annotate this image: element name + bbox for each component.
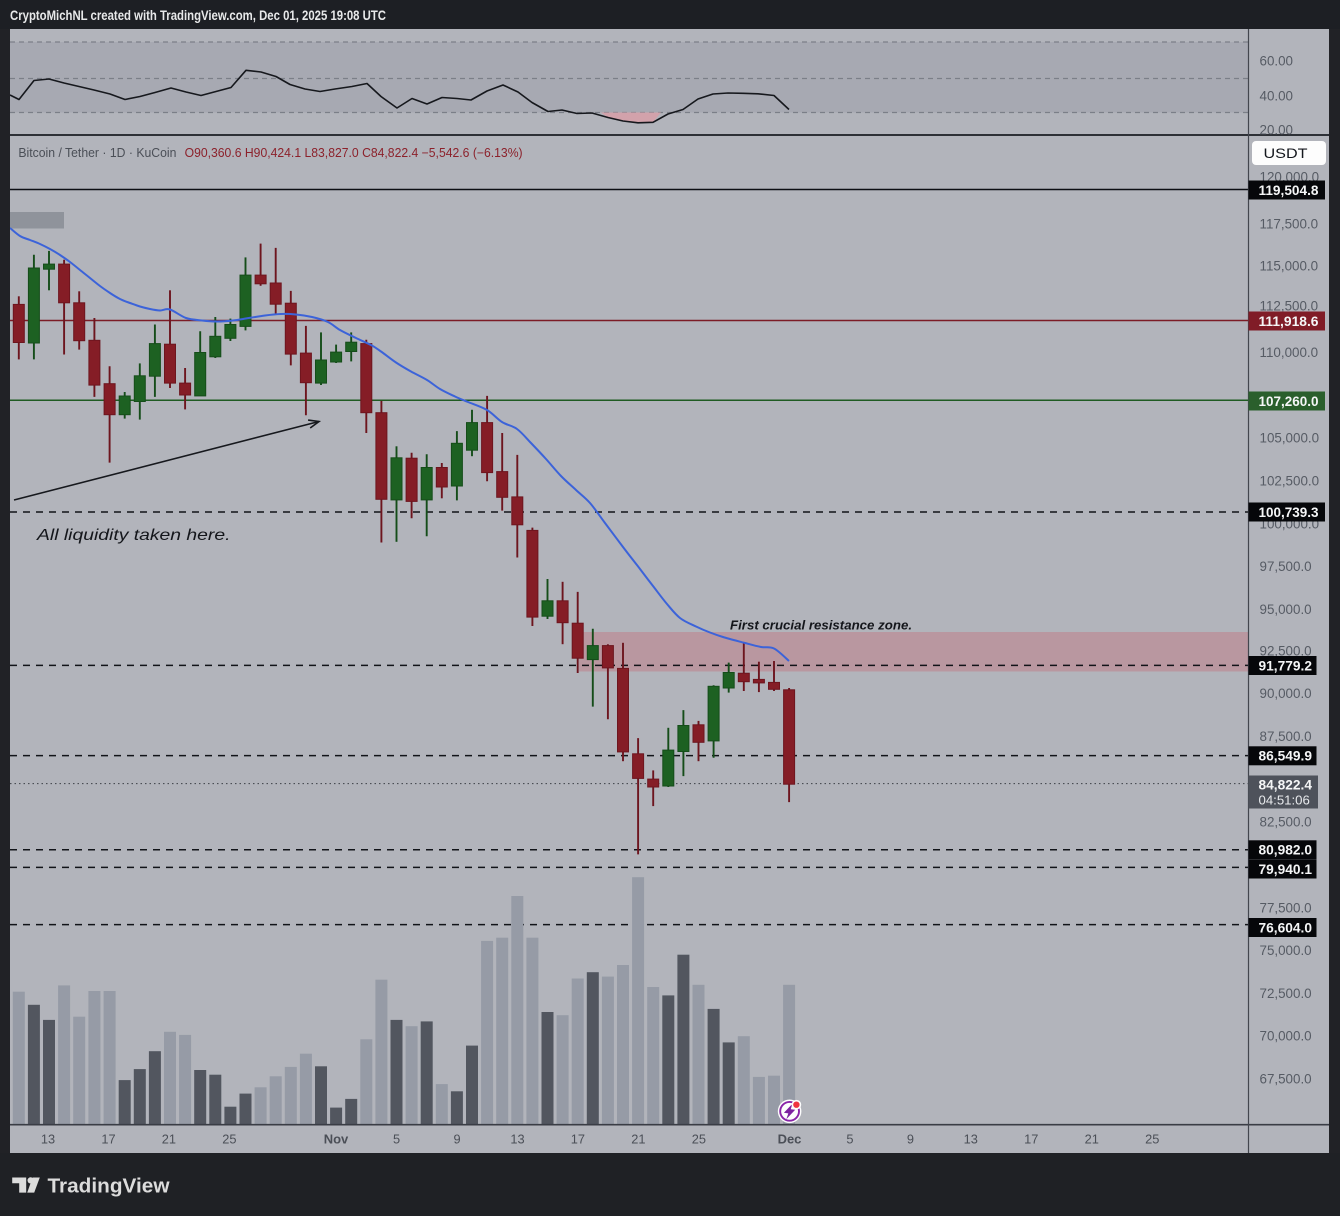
svg-text:21: 21 (1085, 1132, 1099, 1147)
svg-text:75,000.0: 75,000.0 (1260, 943, 1312, 958)
svg-text:60.00: 60.00 (1260, 54, 1294, 69)
svg-text:USDT: USDT (1264, 146, 1308, 162)
svg-text:Dec: Dec (778, 1132, 802, 1147)
svg-text:97,500.0: 97,500.0 (1260, 559, 1312, 574)
svg-text:95,000.0: 95,000.0 (1260, 602, 1312, 617)
svg-text:20.00: 20.00 (1260, 123, 1294, 138)
svg-text:17: 17 (571, 1132, 585, 1147)
svg-text:111,918.6: 111,918.6 (1259, 314, 1319, 329)
svg-text:67,500.0: 67,500.0 (1260, 1071, 1312, 1086)
svg-text:117,500.0: 117,500.0 (1260, 217, 1319, 232)
svg-text:90,000.0: 90,000.0 (1260, 686, 1312, 701)
svg-text:17: 17 (1024, 1132, 1038, 1147)
svg-text:5: 5 (393, 1132, 400, 1147)
svg-text:86,549.9: 86,549.9 (1259, 749, 1313, 764)
svg-text:110,000.0: 110,000.0 (1260, 345, 1319, 360)
svg-text:77,500.0: 77,500.0 (1260, 901, 1312, 916)
svg-text:13: 13 (510, 1132, 524, 1147)
svg-text:102,500.0: 102,500.0 (1260, 474, 1320, 489)
svg-text:17: 17 (101, 1132, 115, 1147)
svg-text:112,500.0: 112,500.0 (1260, 299, 1319, 314)
svg-text:25: 25 (222, 1132, 236, 1147)
svg-text:O90,360.6 H90,424.1 L83,827.: O90,360.6 H90,424.1 L83,827.0 C84,822.4 … (185, 146, 523, 160)
svg-text:21: 21 (631, 1132, 645, 1147)
svg-text:91,779.2: 91,779.2 (1259, 658, 1313, 673)
svg-text:82,500.0: 82,500.0 (1260, 815, 1312, 830)
svg-text:04:51:06: 04:51:06 (1259, 793, 1310, 808)
svg-text:Bitcoin / Tether · 1D · KuCoin: Bitcoin / Tether · 1D · KuCoin (18, 146, 176, 160)
svg-text:92,500.0: 92,500.0 (1260, 644, 1312, 659)
svg-text:13: 13 (41, 1132, 55, 1147)
svg-text:Nov: Nov (324, 1132, 349, 1147)
svg-text:80,982.0: 80,982.0 (1259, 843, 1313, 858)
svg-text:87,500.0: 87,500.0 (1260, 729, 1312, 744)
svg-text:72,500.0: 72,500.0 (1260, 986, 1312, 1001)
svg-text:13: 13 (964, 1132, 978, 1147)
svg-text:115,000.0: 115,000.0 (1260, 258, 1319, 273)
svg-text:107,260.0: 107,260.0 (1259, 394, 1319, 409)
svg-text:9: 9 (907, 1132, 914, 1147)
svg-text:25: 25 (1145, 1132, 1159, 1147)
svg-text:76,604.0: 76,604.0 (1259, 920, 1313, 935)
svg-text:25: 25 (692, 1132, 706, 1147)
svg-text:100,739.3: 100,739.3 (1259, 505, 1319, 520)
svg-text:All liquidity taken here.: All liquidity taken here. (36, 527, 231, 544)
svg-text:21: 21 (162, 1132, 176, 1147)
svg-text:TradingView: TradingView (48, 1175, 170, 1198)
svg-text:105,000.0: 105,000.0 (1260, 431, 1320, 446)
svg-text:40.00: 40.00 (1260, 88, 1294, 103)
svg-text:119,504.8: 119,504.8 (1259, 183, 1319, 198)
svg-text:CryptoMichNL created with Trad: CryptoMichNL created with TradingView.co… (10, 7, 386, 23)
svg-text:First crucial resistance zone.: First crucial resistance zone. (730, 619, 912, 633)
svg-text:79,940.1: 79,940.1 (1259, 862, 1313, 877)
svg-text:84,822.4: 84,822.4 (1259, 777, 1313, 792)
svg-text:70,000.0: 70,000.0 (1260, 1029, 1312, 1044)
svg-text:9: 9 (453, 1132, 460, 1147)
svg-text:5: 5 (846, 1132, 853, 1147)
